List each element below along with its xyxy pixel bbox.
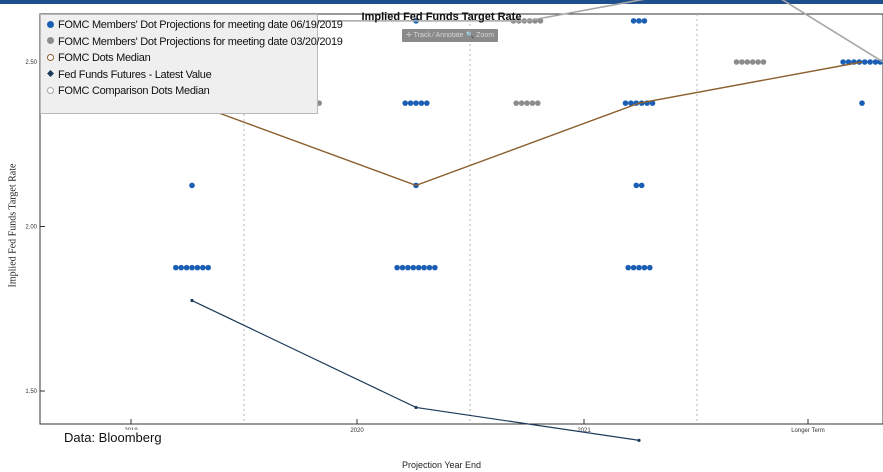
legend-item-current-dots[interactable]: FOMC Members' Dot Projections for meetin…: [47, 17, 343, 34]
legend-label: FOMC Dots Median: [58, 52, 151, 64]
dot-previous: [755, 59, 761, 65]
chart-legend[interactable]: FOMC Members' Dot Projections for meetin…: [40, 14, 343, 114]
dot-current: [859, 100, 865, 106]
x-tick-label: 2020: [350, 428, 364, 434]
y-axis-label: Implied Fed Funds Target Rate: [7, 163, 19, 288]
dot-current: [845, 59, 852, 65]
chart-toolbar[interactable]: ✛ Track ⁄ Annotate 🔍 Zoom: [402, 29, 498, 42]
legend-dot-icon: [47, 37, 54, 45]
y-tick-label: 1.50: [25, 389, 37, 395]
x-tick-label: Longer Term: [791, 428, 825, 434]
dot-previous: [535, 100, 541, 106]
dot-current: [641, 18, 648, 24]
y-tick-label: 2.50: [25, 60, 37, 66]
dot-current: [394, 264, 400, 271]
dot-previous: [524, 100, 530, 106]
dot-current: [424, 100, 430, 106]
dot-current: [840, 59, 846, 65]
dot-current: [426, 264, 433, 271]
chart-title: Implied Fed Funds Target Rate: [361, 11, 522, 23]
dot-previous: [739, 59, 745, 65]
futures-point: [190, 298, 194, 303]
x-tick-label: 2021: [577, 428, 591, 434]
dot-previous: [733, 59, 740, 65]
dot-previous: [744, 59, 751, 65]
dot-current: [872, 59, 879, 65]
dot-current: [410, 264, 417, 271]
y-tick-label: 2.00: [25, 225, 37, 231]
legend-ring-icon: [47, 86, 54, 94]
plot-frame: [39, 13, 883, 425]
dot-previous: [513, 100, 519, 106]
dot-current: [628, 100, 634, 106]
dot-current: [432, 264, 438, 271]
dot-current: [189, 182, 195, 189]
legend-label: FOMC Members' Dot Projections for meetin…: [58, 19, 343, 31]
dots-median-line: [191, 61, 863, 187]
futures-point: [637, 438, 641, 442]
legend-item-comparison-median[interactable]: FOMC Comparison Dots Median: [47, 83, 311, 100]
dot-current: [183, 264, 190, 271]
legend-dot-icon: [47, 20, 54, 28]
legend-item-dots-median[interactable]: FOMC Dots Median: [47, 50, 311, 67]
legend-label: FOMC Comparison Dots Median: [58, 85, 210, 97]
dot-previous: [529, 100, 536, 106]
dot-current: [178, 264, 184, 271]
dot-current: [413, 100, 419, 106]
dot-current: [200, 264, 206, 271]
dot-current: [649, 100, 656, 106]
dot-current: [405, 264, 411, 271]
futures-line: [191, 299, 640, 441]
dot-current: [636, 18, 642, 24]
dot-current: [205, 264, 211, 271]
dot-current: [630, 18, 637, 24]
dot-current: [636, 264, 642, 271]
legend-label: FOMC Members' Dot Projections for meetin…: [58, 35, 343, 48]
legend-diamond-icon: [47, 70, 54, 78]
dot-current: [399, 264, 406, 271]
dot-current: [625, 264, 631, 271]
dot-current: [867, 59, 873, 65]
dot-previous: [760, 59, 767, 65]
dot-current: [641, 264, 648, 271]
legend-label: Fed Funds Futures - Latest Value: [58, 68, 212, 81]
source-note: Data: Bloomberg: [62, 430, 164, 445]
dot-current: [633, 182, 640, 189]
legend-item-futures[interactable]: Fed Funds Futures - Latest Value: [47, 67, 311, 84]
legend-item-previous-dots[interactable]: FOMC Members' Dot Projections for meetin…: [47, 34, 343, 51]
futures-point: [414, 405, 418, 410]
window-top-bar: [0, 0, 883, 4]
x-axis-label: Projection Year End: [401, 460, 482, 470]
dot-current: [638, 182, 645, 189]
dot-previous: [749, 59, 756, 65]
dot-current: [418, 100, 425, 106]
dot-previous: [537, 18, 544, 24]
dot-current: [415, 264, 422, 271]
legend-ring-icon: [47, 53, 54, 61]
dot-current: [647, 264, 653, 271]
dot-current: [189, 264, 195, 271]
dot-current: [622, 100, 629, 106]
dot-current: [173, 264, 179, 271]
dot-current: [421, 264, 427, 271]
dot-current: [402, 100, 409, 106]
dot-current: [861, 59, 868, 65]
dot-current: [194, 264, 201, 271]
dot-previous: [518, 100, 525, 106]
dot-current: [407, 100, 414, 106]
dot-current: [630, 264, 637, 271]
